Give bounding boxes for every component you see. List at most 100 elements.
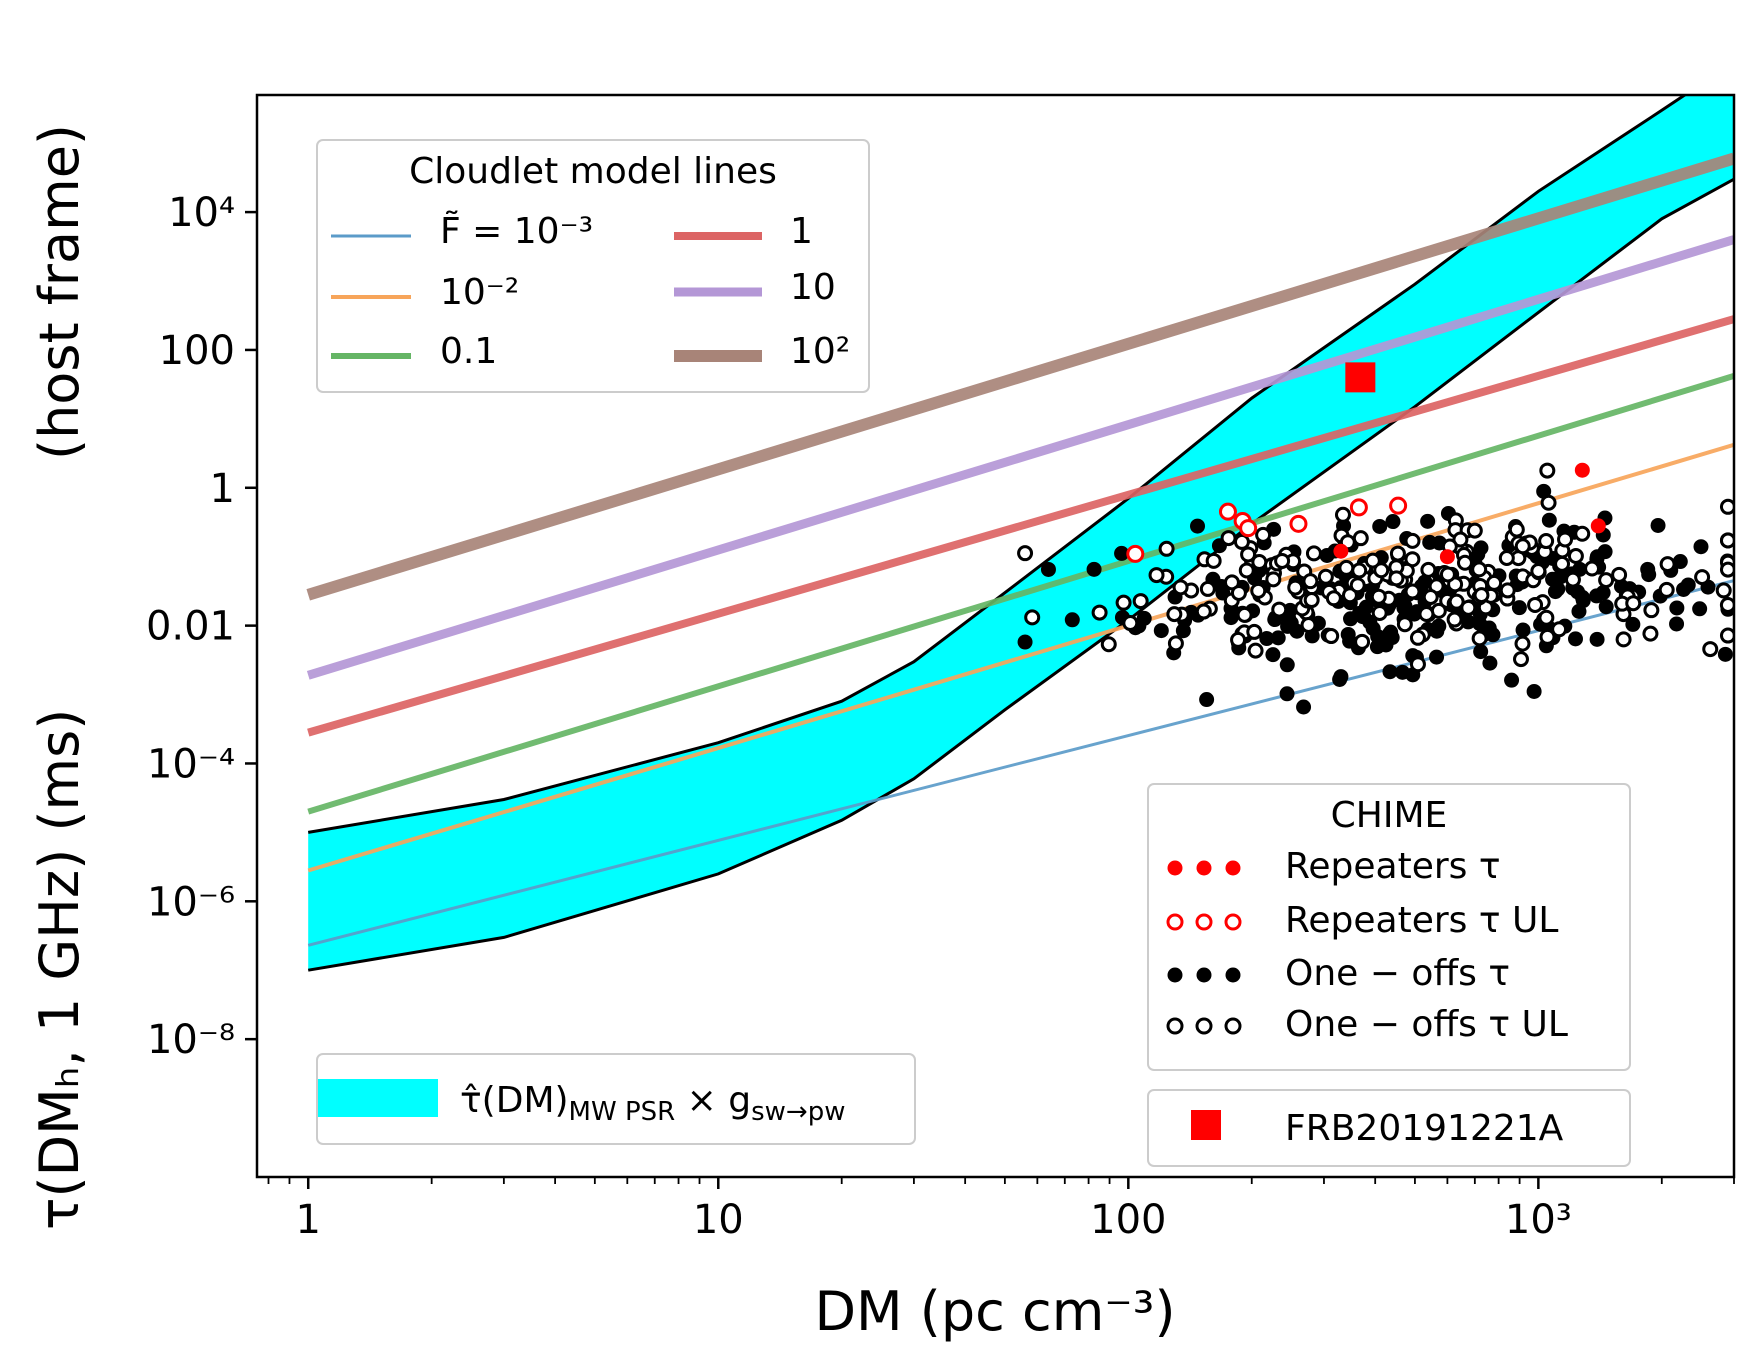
model-line-4: [306, 235, 1734, 680]
oneoff-tau-ul-point-96: [1466, 522, 1483, 539]
legend-label-5: 10²: [790, 331, 850, 372]
oneoff-tau-point-203: [1429, 623, 1445, 639]
oneoff-tau-point-177: [1280, 618, 1296, 634]
oneoff-tau-ul-point-97: [1351, 562, 1368, 579]
x-tick-label-1: 10: [693, 1197, 744, 1243]
oneoff-tau-point-192: [1473, 644, 1489, 660]
chime-legend-markers: [1166, 860, 1242, 1035]
repeater-tau-ul-point-3: [1349, 498, 1368, 517]
oneoff-tau-ul-point-156: [1230, 584, 1247, 601]
oneoff-tau-ul-point-39: [1420, 561, 1437, 578]
chime-legend-marker-1-1: [1195, 913, 1213, 931]
oneoff-tau-ul-point-132: [1389, 545, 1406, 562]
oneoff-tau-point-72: [1086, 561, 1102, 577]
oneoff-tau-point-47: [1504, 672, 1520, 688]
chime-legend-marker-3-1: [1195, 1017, 1213, 1035]
oneoff-tau-ul-point-36: [1341, 587, 1358, 604]
oneoff-tau-ul-point-169: [1166, 606, 1183, 623]
oneoff-tau-ul-point-62: [1643, 602, 1660, 619]
oneoff-tau-ul-point-25: [1538, 609, 1555, 626]
chime-legend-marker-2-0: [1167, 967, 1183, 983]
repeater-tau-point-2: [1333, 543, 1349, 559]
oneoff-tau-ul-point-140: [1719, 561, 1734, 578]
y-axis-title: τ(DMₕ, 1 GHz) (ms): [28, 709, 91, 1230]
oneoff-tau-point-228: [1717, 646, 1733, 662]
legend-label-2: 0.1: [440, 331, 497, 372]
oneoff-tau-ul-point-17: [1404, 583, 1421, 600]
oneoff-tau-ul-point-152: [1205, 552, 1222, 569]
chime-legend-label-1: Repeaters τ UL: [1285, 900, 1558, 941]
oneoff-tau-ul-point-110: [1499, 582, 1516, 599]
oneoff-tau-point-174: [1017, 634, 1033, 650]
oneoff-tau-ul-point-138: [1396, 616, 1413, 633]
repeater-tau-ul-point-2: [1239, 519, 1258, 538]
oneoff-tau-point-175: [1672, 554, 1688, 570]
oneoff-tau-ul-point-42: [1598, 572, 1615, 589]
oneoff-tau-point-166: [1372, 518, 1388, 534]
oneoff-tau-ul-point-160: [1238, 562, 1255, 579]
oneoff-tau-ul-point-33: [1659, 556, 1676, 573]
repeater-tau-point-0: [1574, 462, 1590, 478]
oneoff-tau-ul-point-111: [1122, 615, 1139, 632]
oneoff-tau-ul-point-141: [1251, 554, 1268, 571]
y-tick-label-3: 0.01: [146, 604, 235, 650]
plot-frame: [255, 93, 1736, 1179]
oneoff-tau-point-186: [1550, 581, 1566, 597]
oneoff-tau-ul-point-197: [1564, 571, 1581, 588]
oneoff-tau-ul-point-122: [1409, 629, 1426, 646]
chime-legend-marker-0-0: [1167, 860, 1183, 876]
legend-label-4: 10: [790, 267, 836, 308]
oneoff-tau-ul-point-194: [1250, 582, 1267, 599]
oneoff-tau-ul-point-183: [1530, 562, 1547, 579]
oneoff-tau-ul-point-126: [1512, 651, 1529, 668]
oneoff-tau-ul-point-186: [1460, 599, 1477, 616]
oneoff-tau-ul-point-147: [1452, 531, 1469, 548]
oneoff-tau-point-153: [1040, 561, 1056, 577]
oneoff-tau-ul-point-80: [1132, 593, 1149, 610]
frb-legend: FRB20191221A: [1147, 1089, 1631, 1167]
oneoff-tau-ul-point-114: [1271, 601, 1288, 618]
oneoff-tau-ul-point-99: [1418, 605, 1435, 622]
oneoff-tau-ul-point-6: [1658, 581, 1675, 598]
repeater-tau-point-3: [1439, 549, 1455, 565]
oneoff-tau-point-138: [1114, 545, 1130, 561]
model-line-1: [307, 442, 1734, 873]
repeater-tau-ul-point-5: [1218, 502, 1237, 521]
model-legend: Cloudlet model lines F̃ = 10⁻³ 10⁻² 0.1 …: [316, 139, 870, 393]
oneoff-tau-ul-point-133: [1325, 590, 1342, 607]
oneoff-tau-ul-point-193: [1274, 552, 1291, 569]
chime-legend: CHIME Repeaters τ Repeaters τ UL One − o…: [1147, 783, 1631, 1071]
oneoff-tau-ul-point-58: [1158, 540, 1175, 557]
oneoff-tau-ul-point-170: [1246, 623, 1263, 640]
oneoff-tau-ul-point-90: [1719, 627, 1734, 644]
oneoff-tau-ul-point-105: [1223, 574, 1240, 591]
band-upper-edge: [307, 95, 1688, 834]
oneoff-tau-ul-point-92: [1317, 568, 1334, 585]
oneoff-tau-point-35: [1199, 692, 1215, 708]
oneoff-tau-ul-point-49: [1471, 630, 1488, 647]
repeater-tau-point-1: [1590, 518, 1606, 534]
oneoff-tau-ul-point-173: [1439, 566, 1456, 583]
oneoff-tau-point-41: [1340, 626, 1356, 642]
oneoff-tau-point-193: [1259, 631, 1275, 647]
oneoff-tau-point-163: [1296, 699, 1312, 715]
oneoff-tau-ul-point-78: [1611, 566, 1628, 583]
oneoff-tau-ul-point-104: [1404, 532, 1421, 549]
oneoff-tau-ul-point-172: [1115, 594, 1132, 611]
oneoff-tau-ul-point-18: [1172, 579, 1189, 596]
chime-legend-label-0: Repeaters τ: [1285, 846, 1501, 887]
oneoff-tau-ul-point-9: [1352, 530, 1369, 547]
oneoff-tau-ul-point-153: [1195, 603, 1212, 620]
oneoff-tau-point-164: [1351, 605, 1367, 621]
oneoff-tau-point-6: [1669, 600, 1685, 616]
oneoff-tau-point-239: [1270, 630, 1286, 646]
oneoff-tau-point-105: [1511, 600, 1527, 616]
oneoff-tau-ul-point-106: [1584, 560, 1601, 577]
oneoff-tau-ul-point-8: [1554, 555, 1571, 572]
chime-legend-label-3: One − offs τ UL: [1285, 1004, 1568, 1045]
y-tick-label-0: 10⁻⁸: [147, 1017, 235, 1063]
oneoff-tau-point-225: [1370, 629, 1386, 645]
chime-legend-marker-2-1: [1196, 967, 1212, 983]
oneoff-tau-point-143: [1650, 517, 1666, 533]
oneoff-tau-point-53: [1693, 539, 1709, 555]
